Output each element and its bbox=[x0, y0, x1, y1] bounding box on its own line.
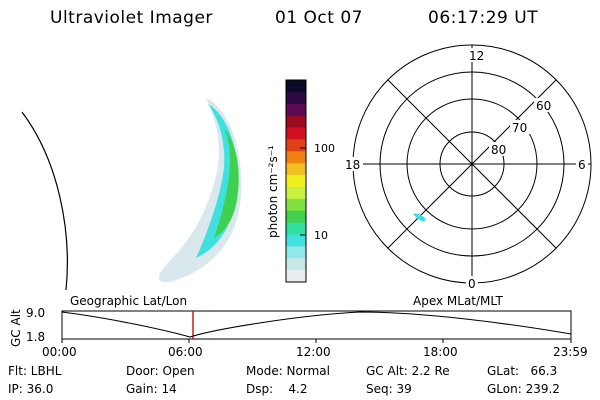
colorbar-label-100: 100 bbox=[314, 142, 335, 155]
colorbar-swatch bbox=[286, 198, 306, 212]
glon-value: GLon: 239.2 bbox=[487, 382, 560, 396]
meridian-diagonal-b bbox=[387, 79, 557, 249]
filter-value: Flt: LBHL bbox=[8, 364, 62, 378]
timeline-y-tick-low: 1.8 bbox=[26, 330, 45, 344]
label-18-bg bbox=[343, 157, 363, 171]
colorbar-swatch bbox=[286, 103, 306, 117]
apex-title: Apex MLat/MLT bbox=[413, 294, 503, 308]
image-time: 06:17:29 UT bbox=[428, 8, 538, 28]
instrument-title: Ultraviolet Imager bbox=[50, 8, 213, 28]
colorbar-swatch bbox=[286, 80, 306, 93]
label-6-bg bbox=[576, 157, 588, 171]
x-label-1200: 12:00 bbox=[296, 345, 331, 359]
colorbar-swatch bbox=[286, 151, 306, 164]
gc-alt-value: GC Alt: 2.2 Re bbox=[366, 364, 450, 378]
door-value: Door: Open bbox=[126, 364, 195, 378]
mlt-label-6: 6 bbox=[578, 158, 586, 172]
timeline-ticks bbox=[61, 339, 572, 343]
x-label-1800: 18:00 bbox=[423, 345, 458, 359]
aurora-oval-core bbox=[214, 128, 239, 238]
seq-value: Seq: 39 bbox=[366, 382, 412, 396]
altitude-curve bbox=[61, 311, 572, 338]
auroral-image bbox=[21, 98, 242, 291]
label-0-bg bbox=[466, 276, 478, 290]
colorbar-frame bbox=[285, 79, 307, 283]
x-label-0000: 00:00 bbox=[42, 345, 77, 359]
label-80-bg bbox=[489, 142, 509, 156]
colorbar-swatch bbox=[286, 234, 306, 247]
mlat-label-70: 70 bbox=[512, 121, 527, 135]
colorbar-swatch bbox=[286, 210, 306, 224]
colorbar-swatch bbox=[286, 115, 306, 129]
colorbar-swatch bbox=[286, 175, 306, 188]
polar-plot: 12 18 6 0 60 70 80 bbox=[343, 44, 592, 291]
dsp-value: Dsp: 4.2 bbox=[246, 382, 308, 396]
colorbar-swatch bbox=[286, 222, 306, 235]
label-60-bg bbox=[534, 98, 554, 112]
colorbar-swatch bbox=[286, 186, 306, 200]
gain-value: Gain: 14 bbox=[126, 382, 177, 396]
mlt-label-18: 18 bbox=[345, 158, 360, 172]
timeline-y-tick-high: 9.0 bbox=[26, 306, 45, 320]
colorbar-swatch bbox=[286, 163, 306, 176]
colorbar-swatch bbox=[286, 246, 306, 259]
mlat-label-80: 80 bbox=[491, 143, 506, 157]
label-12-bg bbox=[466, 48, 484, 62]
glat-value: GLat: 66.3 bbox=[487, 364, 558, 378]
orbit-timeline: Geographic Lat/Lon Apex MLat/MLT GC Alt … bbox=[9, 294, 588, 359]
colorbar-unit-label: photon cm⁻²s⁻¹ bbox=[266, 145, 280, 238]
colorbar-label-10: 10 bbox=[314, 229, 328, 242]
mlat-label-60: 60 bbox=[536, 99, 551, 113]
mlt-label-0: 0 bbox=[468, 277, 476, 291]
x-label-0600: 06:00 bbox=[168, 345, 203, 359]
geographic-title: Geographic Lat/Lon bbox=[70, 294, 187, 308]
label-70-bg bbox=[510, 120, 530, 134]
ip-value: IP: 36.0 bbox=[8, 382, 54, 396]
colorbar-swatch bbox=[286, 139, 306, 152]
image-date: 01 Oct 07 bbox=[275, 8, 363, 28]
timeline-y-label: GC Alt bbox=[9, 309, 23, 347]
earth-limb bbox=[21, 111, 68, 291]
mlt-label-12: 12 bbox=[469, 49, 484, 63]
colorbar bbox=[285, 79, 307, 283]
polar-aurora-patch bbox=[413, 213, 426, 222]
mode-value: Mode: Normal bbox=[246, 364, 330, 378]
colorbar-swatch bbox=[286, 258, 306, 271]
x-label-2359: 23:59 bbox=[553, 345, 588, 359]
colorbar-swatch bbox=[286, 127, 306, 140]
colorbar-swatch bbox=[286, 270, 306, 283]
colorbar-swatch bbox=[286, 91, 306, 105]
